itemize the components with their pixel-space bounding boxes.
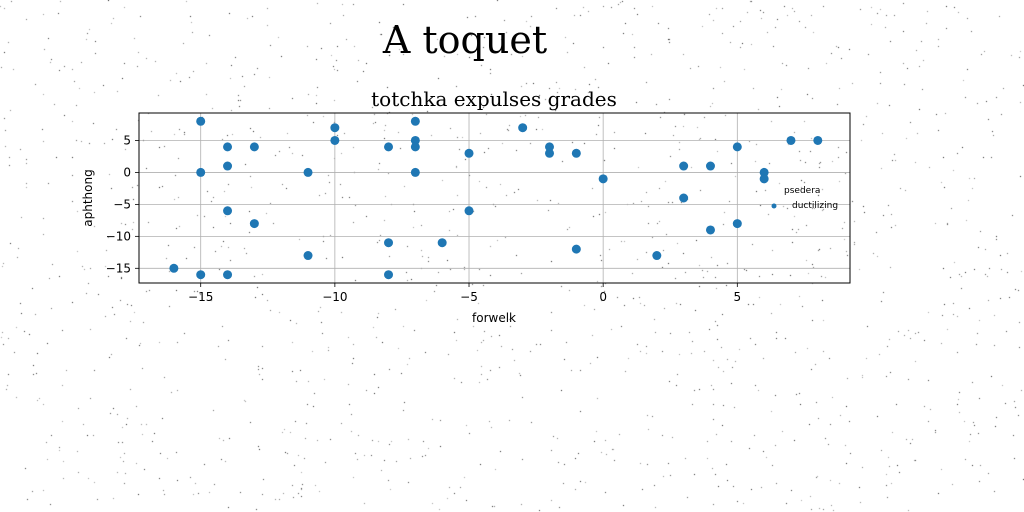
legend-marker <box>771 203 777 209</box>
data-point <box>571 148 581 158</box>
data-point <box>679 193 689 203</box>
data-point <box>545 148 555 158</box>
data-point <box>464 148 474 158</box>
data-point <box>249 219 259 229</box>
x-tick-label: 0 <box>599 290 607 304</box>
data-point <box>410 167 420 177</box>
y-tick-label: −5 <box>113 197 131 211</box>
data-point <box>330 123 340 133</box>
data-point <box>437 238 447 248</box>
data-point <box>705 161 715 171</box>
scatter-points <box>169 116 823 280</box>
data-point <box>732 142 742 152</box>
data-point <box>705 225 715 235</box>
data-point <box>384 270 394 280</box>
data-point <box>196 167 206 177</box>
plot-frame <box>138 112 851 284</box>
data-point <box>410 142 420 152</box>
y-axis-label: aphthong <box>81 169 95 226</box>
data-point <box>196 270 206 280</box>
data-point <box>303 167 313 177</box>
x-tick-label: −5 <box>460 290 478 304</box>
x-axis-ticks: −15 −10 −5 0 5 <box>188 283 741 304</box>
data-point <box>169 263 179 273</box>
chart-title: totchka expulses grades <box>371 87 617 111</box>
data-point <box>571 244 581 254</box>
data-point <box>223 206 233 216</box>
data-point <box>598 174 608 184</box>
data-point <box>249 142 259 152</box>
data-point <box>464 206 474 216</box>
y-tick-label: −10 <box>106 229 131 243</box>
data-point <box>786 135 796 145</box>
figure-title: A toquet <box>382 18 548 62</box>
legend-title: psedera <box>784 186 820 196</box>
data-point <box>330 135 340 145</box>
data-point <box>679 161 689 171</box>
data-point <box>652 251 662 261</box>
data-point <box>545 142 555 152</box>
legend-entry-label: ductilizing <box>792 201 838 211</box>
data-point <box>732 219 742 229</box>
data-point <box>813 135 823 145</box>
data-point <box>384 142 394 152</box>
grid-lines <box>139 113 850 283</box>
x-tick-label: −15 <box>188 290 213 304</box>
x-axis-label: forwelk <box>472 311 516 325</box>
data-point <box>410 116 420 126</box>
y-axis-ticks: 5 0 −5 −10 −15 <box>106 133 139 275</box>
y-tick-label: −15 <box>106 261 131 275</box>
data-point <box>759 167 769 177</box>
data-point <box>518 123 528 133</box>
data-point <box>223 142 233 152</box>
data-point <box>384 238 394 248</box>
data-point <box>410 135 420 145</box>
x-tick-label: −10 <box>322 290 347 304</box>
x-tick-label: 5 <box>733 290 741 304</box>
data-point <box>223 270 233 280</box>
data-point <box>196 116 206 126</box>
data-point <box>223 161 233 171</box>
y-tick-label: 0 <box>123 165 131 179</box>
data-point <box>303 251 313 261</box>
data-point <box>759 174 769 184</box>
y-tick-label: 5 <box>123 133 131 147</box>
legend: psedera ductilizing <box>771 186 838 211</box>
